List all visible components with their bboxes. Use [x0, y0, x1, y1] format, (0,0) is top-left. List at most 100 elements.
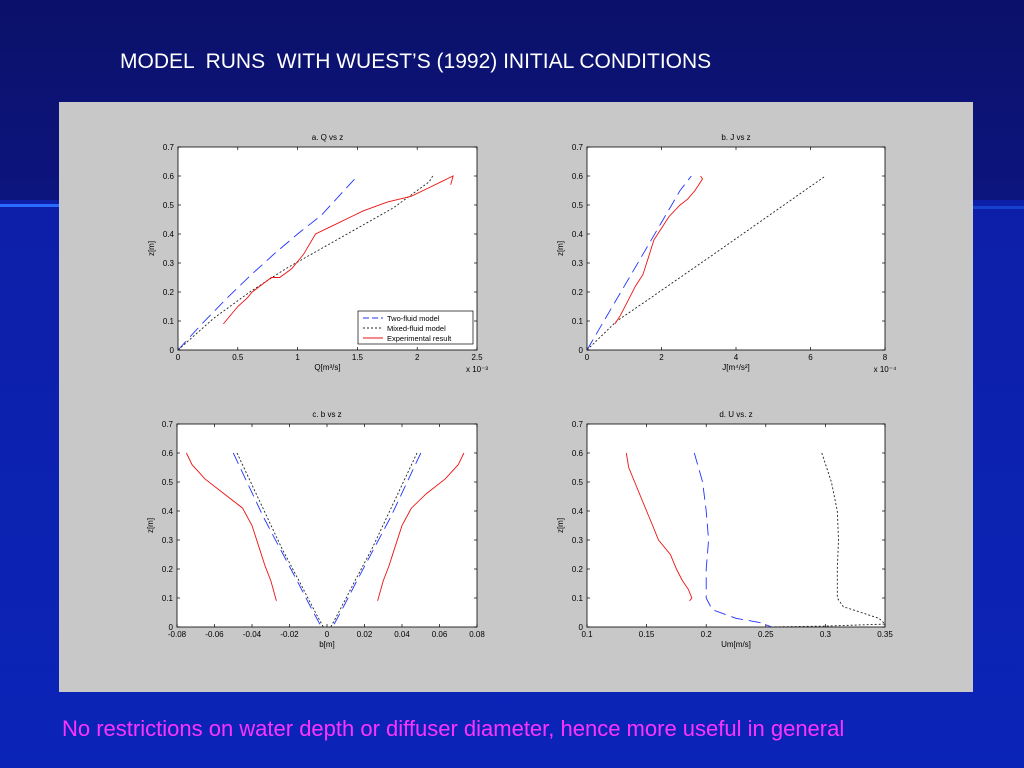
series-line-mixed-fluid-model: [177, 175, 434, 351]
y-tick-label: 0.2: [162, 565, 174, 574]
legend-label: Two-fluid model: [387, 314, 440, 323]
y-tick-label: 0: [170, 346, 175, 355]
y-tick-label: 0.7: [572, 143, 584, 152]
y-tick-label: 0.4: [163, 230, 175, 239]
series-line-two-fluid-model: [693, 452, 772, 628]
y-tick-label: 0.4: [162, 507, 174, 516]
x-tick-label: 0.02: [357, 630, 373, 639]
chart-title: b. J vs z: [721, 133, 750, 142]
x-tick-label: -0.02: [280, 630, 299, 639]
y-tick-label: 0.6: [162, 449, 174, 458]
y-tick-label: 0.1: [162, 594, 174, 603]
x-tick-label: 2: [659, 353, 664, 362]
y-tick-label: 0.1: [572, 594, 584, 603]
y-tick-label: 0.5: [572, 478, 584, 487]
y-tick-label: 0.7: [163, 143, 175, 152]
y-tick-label: 0.7: [162, 420, 174, 429]
legend-label: Mixed-fluid model: [387, 324, 446, 333]
x-axis-multiplier: x 10⁻³: [466, 365, 488, 374]
series-line-experimental-result: [614, 175, 704, 325]
chart-a: a. Q vs z 0 0.5 1 1.5 2 2.5 0 0.1 0.2 0.3 0.4 0.5 0.6…: [147, 133, 488, 374]
accent-stripe-right: [973, 206, 1024, 209]
figure-panel: a. Q vs z 0 0.5 1 1.5 2 2.5 0 0.1 0.2 0.3 0.4 0.5 0.6…: [59, 102, 973, 692]
series-line-experimental-result: [223, 175, 454, 325]
y-tick-label: 0.7: [572, 420, 584, 429]
slide-footer: No restrictions on water depth or diffus…: [62, 716, 845, 741]
x-tick-label: 0.1: [581, 630, 593, 639]
x-tick-label: 0: [585, 353, 590, 362]
y-tick-label: 0.6: [572, 449, 584, 458]
y-tick-label: 0.5: [163, 201, 175, 210]
x-tick-label: 0: [176, 353, 181, 362]
chart-b: b. J vs z 0 2 4 6 8 0 0.1 0.2 0.3 0.4 0.5 0.6 0.7 J[m⁴…: [556, 133, 897, 374]
y-tick-label: 0: [579, 623, 584, 632]
series-line-experimental-result-mirror: [377, 452, 465, 602]
legend-label: Experimental result: [387, 334, 452, 343]
chart-title: d. U vs. z: [719, 410, 752, 419]
y-tick-label: 0.3: [162, 536, 174, 545]
x-tick-label: 1: [295, 353, 300, 362]
y-tick-label: 0: [169, 623, 174, 632]
x-axis-multiplier: x 10⁻⁴: [874, 365, 897, 374]
x-tick-label: 4: [734, 353, 739, 362]
x-axis-label: Q[m³/s]: [314, 363, 340, 372]
x-tick-label: 0.3: [820, 630, 832, 639]
y-tick-label: 0.3: [163, 259, 175, 268]
plot-area: [586, 146, 886, 351]
y-tick-label: 0: [579, 346, 584, 355]
chart-title: a. Q vs z: [312, 133, 344, 142]
x-tick-label: 0.25: [758, 630, 774, 639]
y-tick-label: 0.6: [163, 172, 175, 181]
series-line-experimental-result: [625, 452, 693, 602]
x-tick-label: 0.06: [432, 630, 448, 639]
y-tick-label: 0.6: [572, 172, 584, 181]
y-tick-label: 0.4: [572, 230, 584, 239]
plot-area: [176, 423, 478, 628]
y-tick-label: 0.5: [572, 201, 584, 210]
x-tick-label: 2.5: [471, 353, 483, 362]
chart-c: c. b vs z -0.08 -0.06 -0.04 -0.02 0 0.02 0.04 0.…: [146, 410, 485, 649]
y-tick-label: 0.2: [163, 288, 175, 297]
x-tick-label: 0: [325, 630, 330, 639]
y-tick-label: 0.5: [162, 478, 174, 487]
y-tick-label: 0.2: [572, 288, 584, 297]
accent-stripe-left: [0, 204, 60, 207]
y-tick-label: 0.2: [572, 565, 584, 574]
x-tick-label: 1.5: [352, 353, 364, 362]
series-line-two-fluid-model: [586, 175, 692, 351]
plot-area: [586, 423, 886, 628]
chart-d: d. U vs. z0.1 0.15 0.2 0.25 0.3 0.3500.10.20.…: [556, 410, 893, 649]
x-tick-label: 0.08: [469, 630, 485, 639]
y-axis-label: z[m]: [556, 241, 565, 256]
series-line-experimental-result: [185, 452, 277, 602]
x-tick-label: 2: [415, 353, 420, 362]
x-tick-label: 8: [883, 353, 888, 362]
x-tick-label: 6: [808, 353, 813, 362]
x-tick-label: 0.2: [701, 630, 713, 639]
x-axis-label: Um[m/s]: [721, 640, 751, 649]
series-line-two-fluid-model: [177, 175, 358, 351]
x-tick-label: -0.08: [168, 630, 187, 639]
x-tick-label: 0.5: [232, 353, 244, 362]
y-tick-label: 0.3: [572, 259, 584, 268]
x-tick-label: 0.35: [877, 630, 893, 639]
y-tick-label: 0.1: [572, 317, 584, 326]
series-line-mixed-fluid-model: [765, 452, 887, 628]
legend-box: [357, 310, 474, 345]
y-axis-label: z[m]: [556, 518, 565, 533]
figure-svg: a. Q vs z0 0.5 1 1.5 2 2.500.10.20.30.40.50.6…: [146, 133, 897, 649]
series-line-mixed-fluid-model: [236, 452, 324, 628]
y-tick-label: 0.4: [572, 507, 584, 516]
slide-title: MODEL RUNS WITH WUEST’S (1992) INITIAL C…: [120, 50, 712, 73]
y-tick-label: 0.3: [572, 536, 584, 545]
y-tick-label: 0.1: [163, 317, 175, 326]
x-tick-label: 0.15: [639, 630, 655, 639]
y-axis-label: z[m]: [146, 518, 155, 533]
x-tick-label: -0.04: [243, 630, 262, 639]
x-axis-label: J[m⁴/s²]: [722, 363, 749, 372]
x-axis-label: b[m]: [319, 640, 335, 649]
chart-title: c. b vs z: [312, 410, 341, 419]
x-tick-label: -0.06: [205, 630, 224, 639]
series-line-mixed-fluid-model-mirror: [330, 452, 418, 628]
